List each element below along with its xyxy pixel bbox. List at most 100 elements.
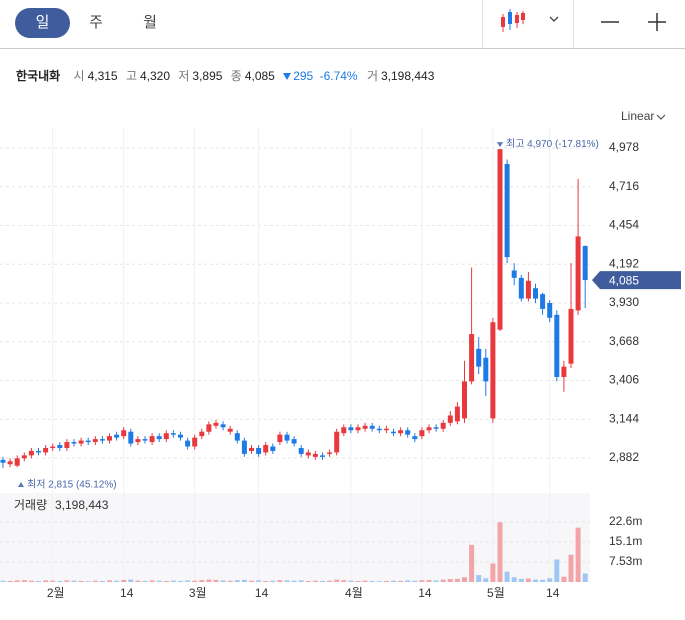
close-value: 4,085 <box>244 69 275 83</box>
candle-body <box>277 434 283 443</box>
volume-bar <box>518 578 524 582</box>
volume-bar <box>21 580 27 582</box>
volume-bar <box>341 580 347 582</box>
candle-body <box>92 439 98 443</box>
volume-bar <box>504 571 510 582</box>
candle-body <box>28 450 34 456</box>
x-tick-label: 4월 <box>345 586 363 600</box>
volume-bar <box>249 580 254 582</box>
separator <box>573 0 574 48</box>
y-tick-label: 4,978 <box>609 140 639 154</box>
candle-body <box>220 424 226 428</box>
high-value: 4,320 <box>139 69 171 83</box>
volume-bar <box>533 579 538 582</box>
candle-body <box>348 427 354 431</box>
volume-bar <box>277 580 283 582</box>
candle-body <box>490 322 496 419</box>
volume-bar <box>263 580 269 582</box>
open-label: 시 <box>73 69 85 83</box>
volume-bar <box>85 581 91 582</box>
x-tick-label: 14 <box>418 586 432 600</box>
candle-body <box>525 280 531 299</box>
volume-bar <box>227 580 233 582</box>
candle-body <box>398 430 404 434</box>
candle-body <box>426 427 432 431</box>
volume-bar <box>447 579 453 582</box>
candle-body <box>270 446 276 451</box>
price-tag-label: 4,085 <box>609 273 639 287</box>
chart-type-button[interactable] <box>501 9 525 32</box>
price-tag <box>592 271 681 290</box>
quote-bar: 한국내화 시 4,315 고 4,320 저 3,895 종 4,085 295 -6.… <box>16 67 439 84</box>
candle-body <box>163 433 169 440</box>
high-label: 고 <box>125 69 137 83</box>
candle-body <box>43 447 49 453</box>
candle-body <box>263 445 269 453</box>
volume-bar <box>554 559 560 582</box>
volume-bar <box>305 580 311 582</box>
volume-tick-label: 15.1m <box>609 534 642 548</box>
candle-body <box>249 447 254 451</box>
volume-title: 거래량 <box>14 498 47 512</box>
candle-body <box>206 424 212 432</box>
y-tick-label: 3,406 <box>609 373 639 387</box>
candle-body <box>241 440 247 454</box>
candle-body <box>99 439 105 441</box>
volume-bar <box>582 573 588 582</box>
candle-body <box>213 422 219 426</box>
tab-day[interactable]: 일 <box>15 8 70 38</box>
volume-bar <box>142 580 148 582</box>
volume-bar <box>57 580 63 582</box>
y-tick-label: 2,882 <box>609 450 639 464</box>
zoom-in-button[interactable] <box>648 13 666 31</box>
scale-chevron[interactable] <box>656 114 666 120</box>
volume-bar <box>256 580 262 582</box>
candle-body <box>554 314 560 377</box>
candle-body <box>114 434 120 438</box>
volume-bar <box>547 578 553 582</box>
candle-body <box>234 433 240 441</box>
volume-bar <box>149 580 155 582</box>
change-rate: -6.74% <box>319 69 358 83</box>
candle-body <box>185 440 191 447</box>
volume-bar <box>92 580 98 582</box>
volume-bar <box>99 580 105 582</box>
volume-bar <box>391 580 396 582</box>
candle-body <box>497 149 503 330</box>
volume-bar <box>462 577 467 582</box>
candle-body <box>128 431 134 444</box>
candle-body <box>440 422 446 429</box>
tab-month[interactable]: 월 <box>143 14 157 31</box>
volume-bar <box>469 544 475 582</box>
volume-bar <box>405 580 411 582</box>
volume-bar <box>412 580 418 582</box>
scale-label[interactable]: Linear <box>621 109 654 123</box>
candle-body <box>334 431 340 453</box>
volume-bar <box>561 576 567 582</box>
candle-body <box>511 270 517 278</box>
candle-body <box>369 425 375 429</box>
min-label: 최저 2,815 (45.12%) <box>27 479 117 491</box>
candle-body <box>284 434 290 441</box>
candle-body <box>64 442 70 448</box>
volume-bar <box>298 580 304 582</box>
candle-body <box>71 442 77 444</box>
y-tick-label: 3,144 <box>609 411 639 425</box>
volume-bar <box>398 580 404 582</box>
dropdown-chevron[interactable] <box>549 16 559 22</box>
volume-bar <box>348 580 354 582</box>
toolbar: 일 주 월 <box>0 0 685 49</box>
volume-bar <box>369 580 375 582</box>
open-value: 4,315 <box>87 69 118 83</box>
candle-body <box>305 452 311 456</box>
volume-bar <box>199 580 205 582</box>
volume-bar <box>362 580 368 582</box>
candle-body <box>142 439 148 441</box>
tab-week[interactable]: 주 <box>89 14 103 31</box>
candle-body <box>0 459 6 463</box>
candle-body <box>405 430 411 435</box>
volume-bar <box>476 575 482 582</box>
volume-bar <box>28 580 34 582</box>
